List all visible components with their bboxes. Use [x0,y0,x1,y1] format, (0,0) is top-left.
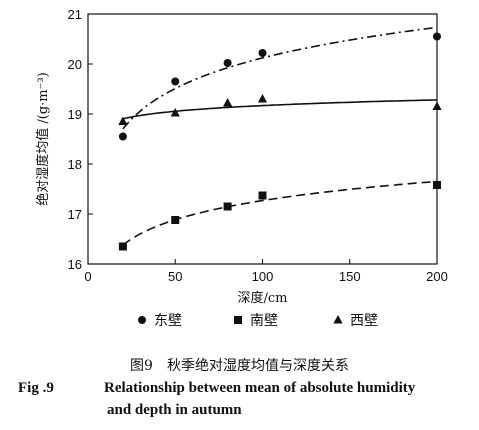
x-tick-label: 200 [426,269,448,284]
data-point [433,181,441,189]
data-point [118,116,128,125]
data-point [432,101,442,110]
data-point [118,242,127,251]
plot-area: 0 50 100 150 200 16 17 18 19 20 21 [68,7,448,284]
legend-label: 东壁 [154,313,182,329]
caption-chinese: 图9 秋季绝对湿度均值与深度关系 [130,358,349,374]
trend-line [122,26,438,130]
x-axis-title: 深度/cm [238,290,288,306]
data-point [223,59,232,67]
data-point [223,98,233,107]
y-tick-label: 18 [68,157,82,172]
caption-figure-number: Fig .9 [18,380,54,396]
y-tick-label: 21 [68,7,82,22]
trend-line [122,180,438,246]
legend-marker [333,315,343,324]
legend-marker [138,316,146,324]
data-point [170,108,180,117]
legend-label: 西壁 [350,313,378,329]
caption-english-line1: Fig .9 Relationship between mean of absol… [18,380,415,397]
data-point [258,191,267,200]
legend-label: 南壁 [250,313,278,329]
y-tick-label: 19 [68,107,82,122]
y-tick-label: 16 [68,257,82,272]
x-tick-label: 150 [339,269,361,284]
x-tick-label: 50 [168,269,182,284]
y-tick-label: 17 [68,207,82,222]
x-tick-label: 100 [252,269,274,284]
x-tick-label: 0 [84,269,91,284]
data-point [223,202,232,211]
legend-marker [234,316,242,324]
data-point [433,32,441,41]
y-axis-title: 绝对湿度均值 /(g·m⁻³) [35,72,51,206]
data-point [258,49,267,57]
data-point [118,132,127,141]
data-point [171,216,180,224]
trend-line [122,99,438,120]
caption-english-line2: and depth in autumn [107,402,242,418]
data-point [171,77,180,86]
legend: 东壁 南壁 西壁 [138,313,378,329]
data-point [257,94,268,103]
caption-english-text: Relationship between mean of absolute hu… [104,380,416,396]
y-tick-label: 20 [68,57,82,72]
